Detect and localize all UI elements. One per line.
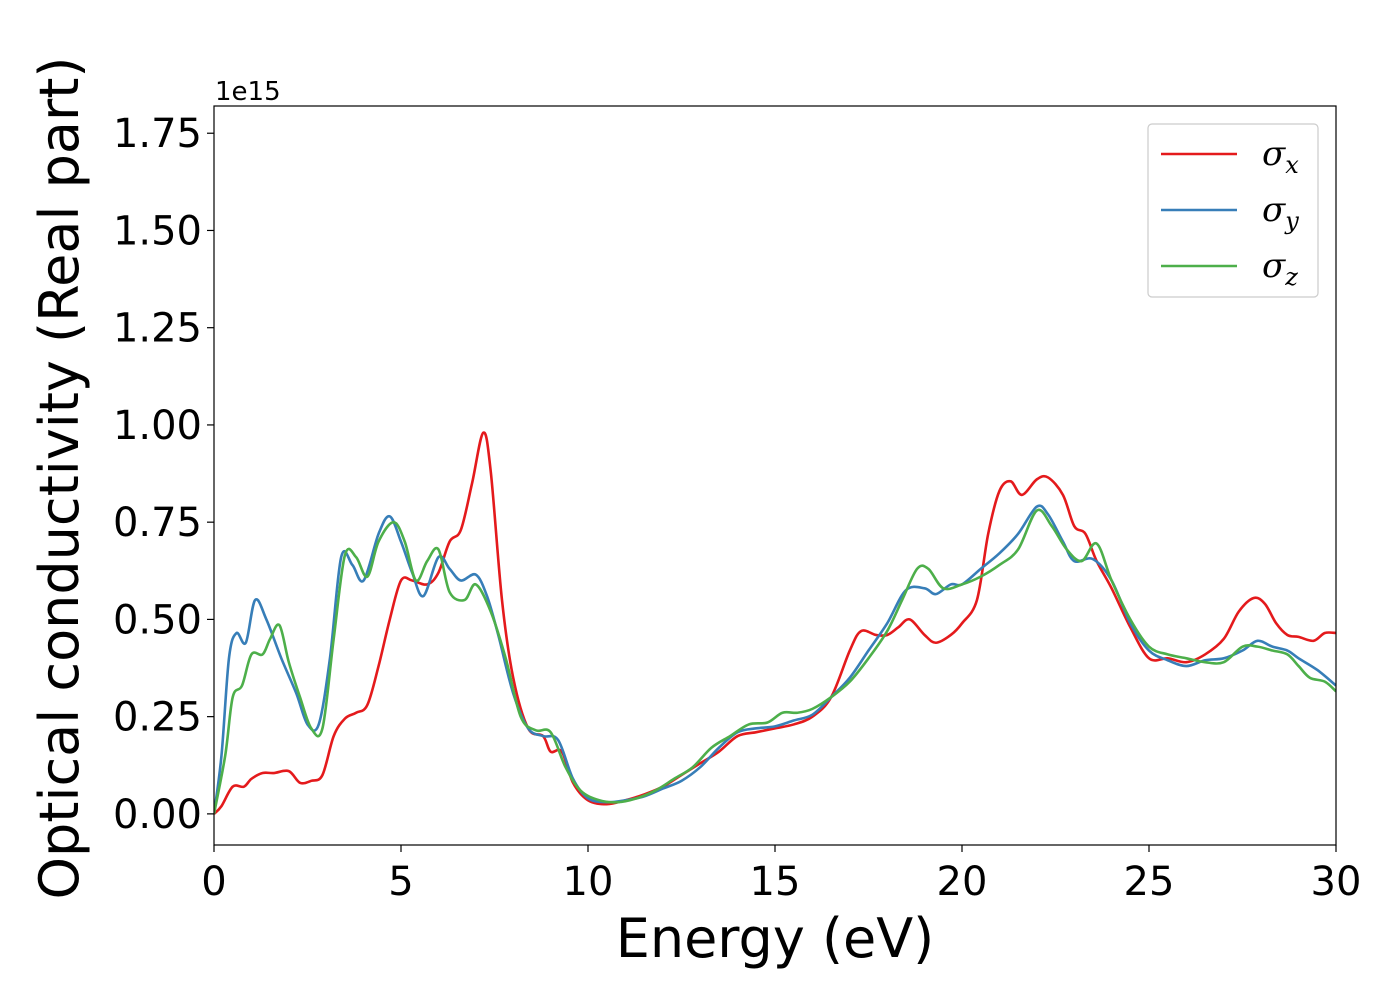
legend-entries: σx σy σz (1161, 134, 1299, 291)
y-axis: 0.00 0.25 0.50 0.75 1.00 1.25 1.50 1.75 (113, 111, 214, 838)
legend: σx σy σz (1147, 123, 1319, 298)
y-tick-label: 1.25 (113, 306, 202, 352)
x-tick-label: 30 (1311, 859, 1362, 905)
x-tick-label: 10 (563, 859, 614, 905)
y-tick-label: 1.00 (113, 403, 202, 449)
series-line-z (214, 508, 1336, 815)
y-axis-title: Optical conductivity (Real part) (28, 57, 91, 900)
x-tick-label: 15 (750, 859, 801, 905)
x-tick-label: 0 (201, 859, 226, 905)
y-tick-label: 0.75 (113, 500, 202, 546)
x-axis-title: Energy (eV) (616, 907, 935, 970)
y-tick-label: 1.50 (113, 208, 202, 254)
series-layer (214, 431, 1336, 815)
y-tick-label: 0.00 (113, 792, 202, 838)
x-axis: 0 5 10 15 20 25 30 (201, 845, 1361, 905)
x-tick-label: 25 (1124, 859, 1175, 905)
y-tick-label: 0.50 (113, 597, 202, 643)
legend-label-z: σz (1262, 246, 1298, 291)
x-tick-label: 5 (388, 859, 413, 905)
y-tick-label: 0.25 (113, 695, 202, 741)
y-offset-label: 1e15 (215, 77, 281, 107)
legend-label-x: σx (1262, 134, 1299, 179)
x-tick-label: 20 (937, 859, 988, 905)
y-tick-label: 1.75 (113, 111, 202, 157)
series-line-x (214, 431, 1336, 815)
legend-label-y: σy (1262, 190, 1299, 235)
